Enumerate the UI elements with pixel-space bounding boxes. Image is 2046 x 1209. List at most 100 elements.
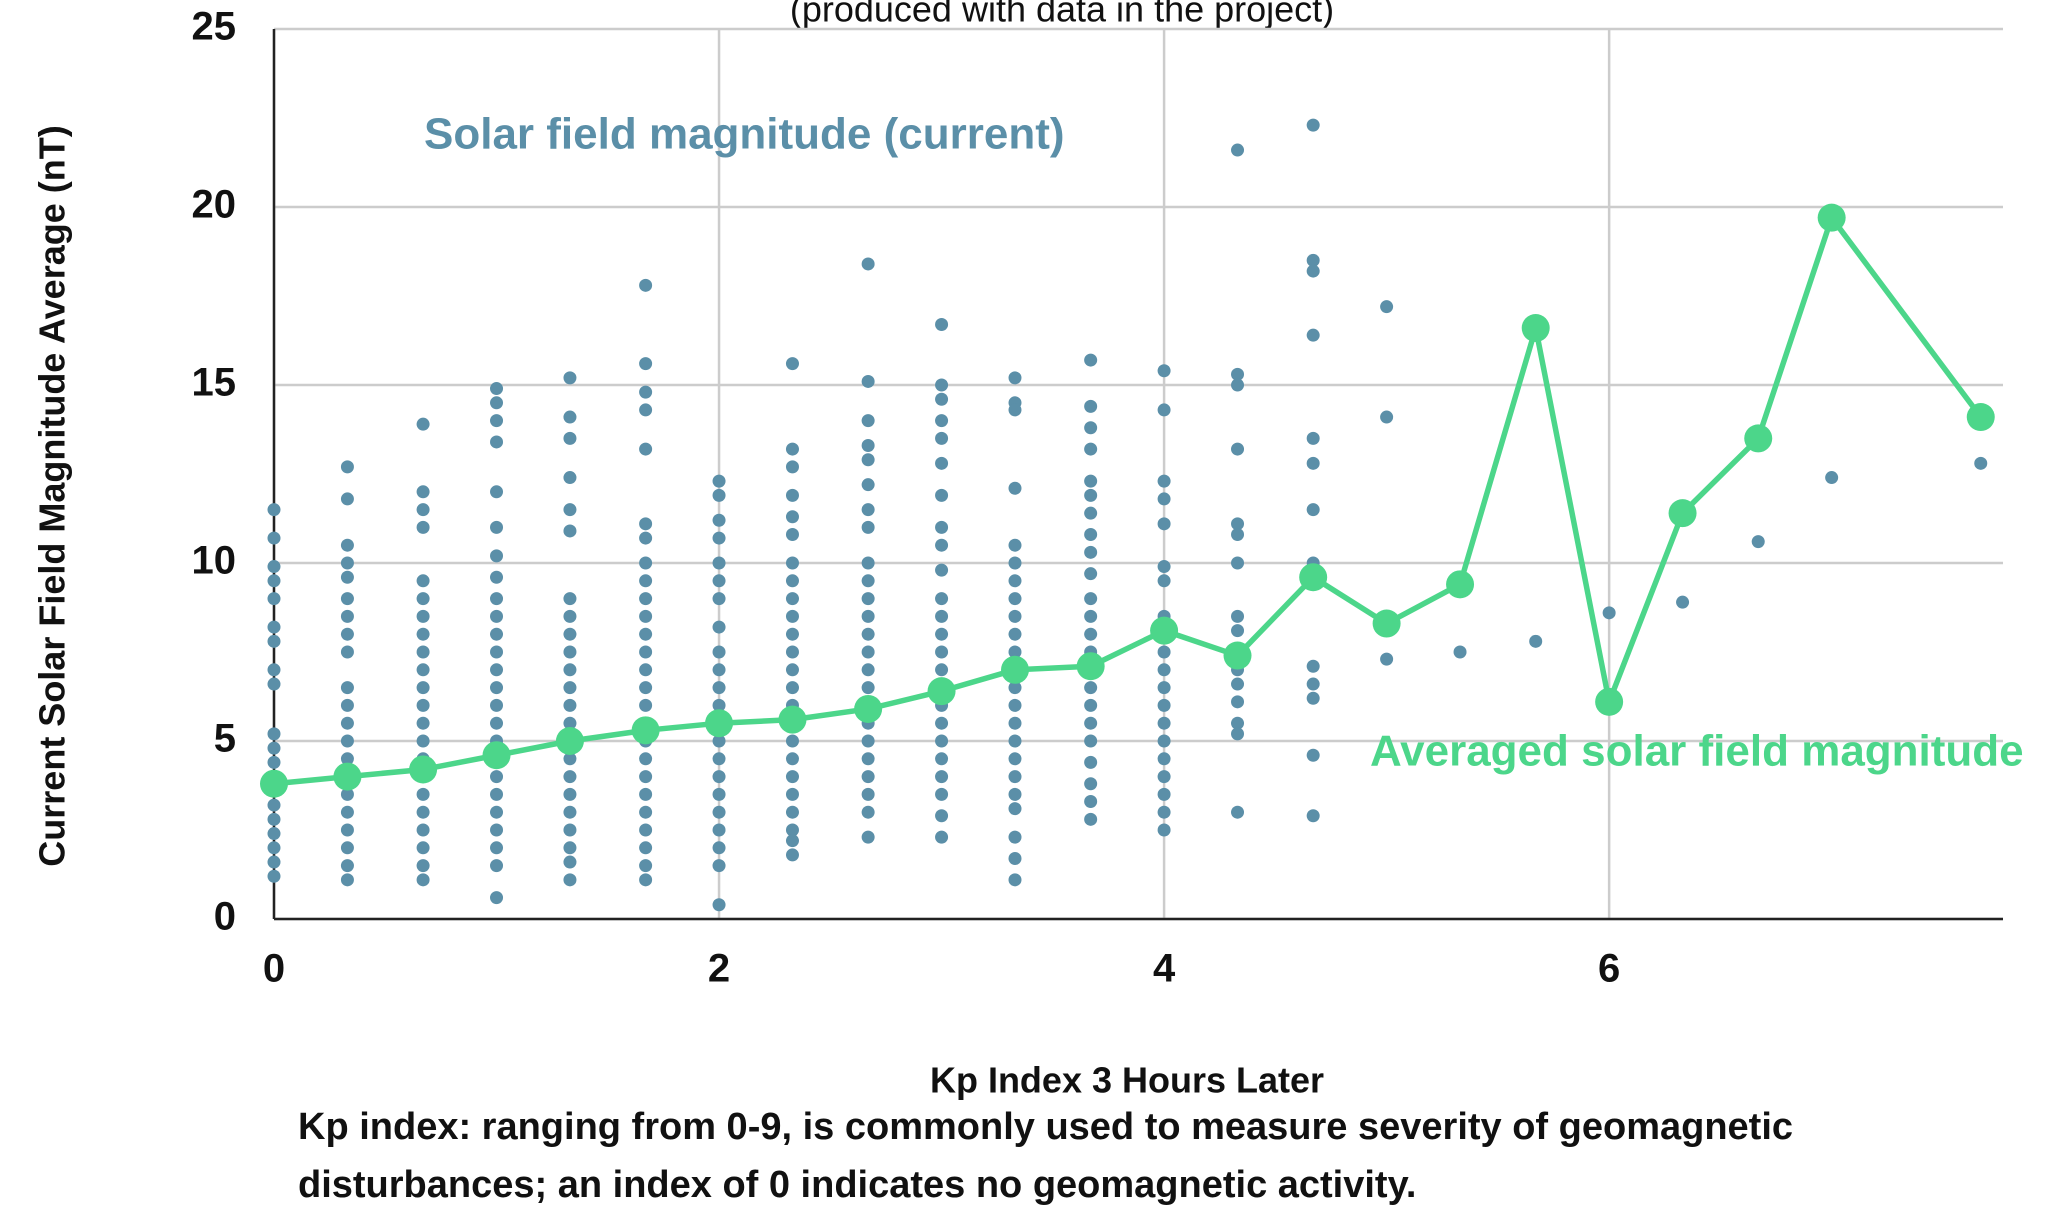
scatter-point [1008,802,1022,816]
scatter-point [935,752,949,766]
scatter-point [340,681,354,695]
scatter-point [639,627,653,641]
scatter-point [340,859,354,873]
scatter-point [1008,592,1022,606]
scatter-point [490,841,504,855]
scatter-point [1306,264,1320,278]
scatter-point [490,609,504,623]
y-tick-label: 25 [192,5,237,49]
scatter-point [563,645,577,659]
scatter-point [861,520,875,534]
scatter-point [1231,517,1245,531]
scatter-point [639,442,653,456]
line-point [854,694,883,723]
scatter-point [1008,371,1022,385]
scatter-point [785,805,799,819]
scatter-point [1751,535,1765,549]
line-point [1223,641,1252,670]
scatter-point [416,663,430,677]
scatter-point [785,460,799,474]
scatter-point [1231,716,1245,730]
scatter-point [639,278,653,292]
scatter-point [1231,143,1245,157]
scatter-point [935,830,949,844]
scatter-point [639,531,653,545]
scatter-point [861,627,875,641]
scatter-point [861,787,875,801]
y-tick-label: 10 [192,539,237,583]
scatter-point [563,663,577,677]
scatter-point [267,855,281,869]
line-point [1744,424,1773,453]
scatter-point [563,609,577,623]
scatter-point [416,592,430,606]
scatter-point [267,741,281,755]
scatter-point [1084,812,1098,826]
scatter-point [1008,574,1022,588]
scatter-point [785,574,799,588]
scatter-point [1008,787,1022,801]
scatter-point [490,770,504,784]
scatter-point [1157,770,1171,784]
scatter-point [340,645,354,659]
scatter-point [935,627,949,641]
scatter-point [563,752,577,766]
scatter-point [639,841,653,855]
scatter-point [416,787,430,801]
scatter-point [785,627,799,641]
line-point [705,709,734,738]
scatter-point [416,805,430,819]
scatter-point [935,414,949,428]
scatter-point [639,556,653,570]
scatter-point [267,827,281,841]
scatter-point [1306,431,1320,445]
scatter-point [267,503,281,517]
scatter-point [1157,492,1171,506]
line-point [631,716,660,745]
scatter-point [861,574,875,588]
line-point [1668,499,1697,528]
x-tick-label: 6 [1598,947,1620,991]
scatter-point [563,698,577,712]
scatter-point [1157,681,1171,695]
scatter-point [416,873,430,887]
scatter-point [1306,253,1320,267]
scatter-point [267,574,281,588]
scatter-point [935,456,949,470]
scatter-point [1084,474,1098,488]
chart-title: (produced with data in the project) [790,0,1334,30]
scatter-point [1157,364,1171,378]
scatter-point [490,435,504,449]
x-tick-label: 2 [708,947,730,991]
scatter-point [267,592,281,606]
scatter-point [490,382,504,396]
scatter-point [861,770,875,784]
scatter-point [563,716,577,730]
scatter-point [267,634,281,648]
scatter-point [1084,627,1098,641]
scatter-point [712,663,726,677]
scatter-point [861,681,875,695]
scatter-point [935,734,949,748]
scatter-point [639,681,653,695]
scatter-point [785,442,799,456]
scatter-point [785,770,799,784]
scatter-point [490,549,504,563]
series-label: Averaged solar field magnitude [1370,727,2024,776]
scatter-point [490,891,504,905]
scatter-point [639,859,653,873]
scatter-point [935,592,949,606]
scatter-point [1676,595,1690,609]
scatter-point [1157,734,1171,748]
scatter-point [1157,403,1171,417]
scatter-point [563,503,577,517]
y-tick-label: 15 [192,361,237,405]
line-point [927,677,956,706]
line-point [260,769,288,798]
scatter-point [712,574,726,588]
scatter-point [1008,403,1022,417]
scatter-point [785,592,799,606]
scatter-point [712,531,726,545]
